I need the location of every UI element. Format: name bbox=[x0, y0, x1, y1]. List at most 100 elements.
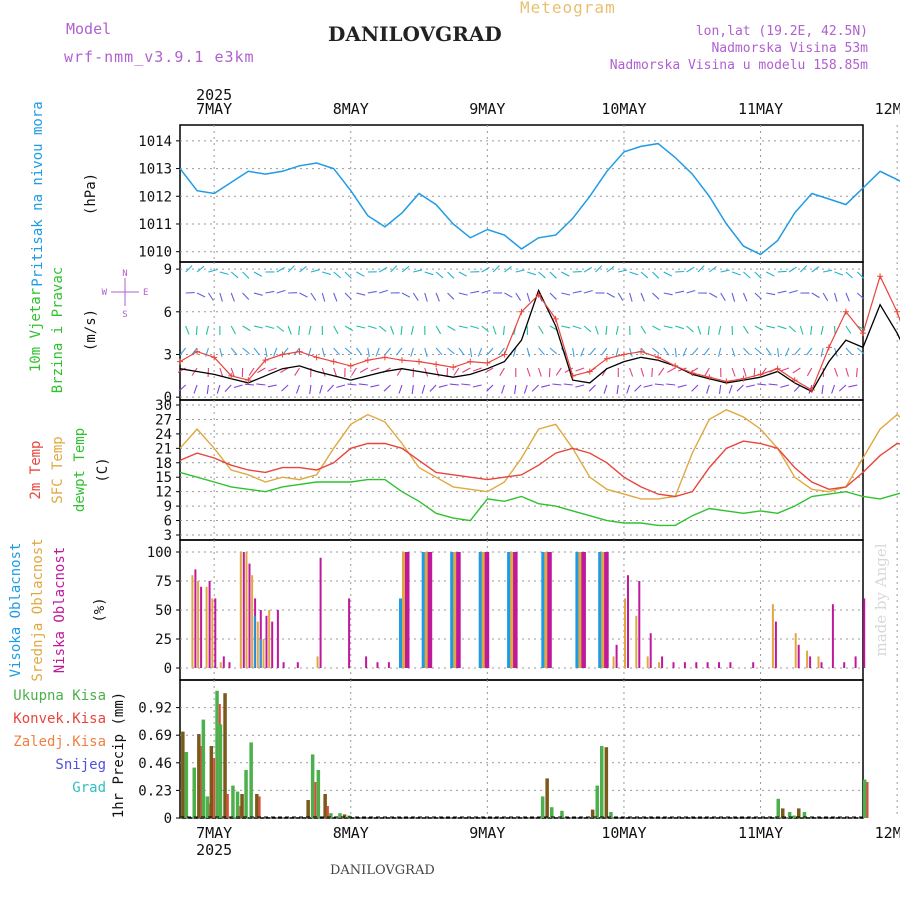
cloud-bar-pad bbox=[758, 552, 760, 668]
cloud-bar-pad bbox=[260, 552, 262, 668]
precip-conv-bar bbox=[866, 782, 869, 818]
wind-vector bbox=[195, 325, 198, 336]
wind-vector bbox=[731, 347, 736, 357]
cloud-bar bbox=[615, 644, 618, 668]
wind-vector bbox=[757, 383, 767, 386]
precip-total-bar bbox=[787, 812, 792, 818]
altitude: Nadmorska Visina 53m bbox=[711, 41, 868, 56]
wind-vector bbox=[674, 347, 677, 357]
day-label-top: 12MAY bbox=[875, 100, 900, 118]
pressure-tick-label: 1010 bbox=[138, 245, 172, 261]
precip-total-bar bbox=[600, 746, 604, 818]
wind-vector bbox=[793, 384, 801, 392]
wind-vector bbox=[810, 325, 813, 335]
wind-vector bbox=[616, 384, 619, 394]
wind-vector bbox=[447, 325, 456, 331]
day-label-bottom: 11MAY bbox=[738, 824, 783, 842]
wind-vector bbox=[799, 265, 808, 273]
wind-vector bbox=[709, 292, 718, 298]
wind-vector bbox=[663, 292, 673, 296]
cloud-bar-pad bbox=[506, 552, 508, 668]
wind-vector bbox=[811, 292, 820, 299]
wind-vector bbox=[595, 265, 603, 273]
temp-tick-label: 21 bbox=[155, 441, 172, 457]
cloud-bar bbox=[638, 581, 641, 668]
wind-vector bbox=[401, 292, 411, 298]
temp-tick-label: 27 bbox=[155, 412, 172, 428]
wind-vector bbox=[820, 347, 824, 357]
wind-vector bbox=[720, 292, 726, 301]
cloud-bar bbox=[683, 662, 686, 668]
cloud-bar bbox=[365, 656, 368, 668]
station-title: DANILOVGRAD bbox=[328, 22, 502, 46]
wind-gust-marker bbox=[791, 377, 798, 384]
wind-vector bbox=[703, 347, 710, 356]
wind-vector bbox=[470, 290, 480, 294]
wind-vector bbox=[552, 383, 562, 386]
precip-total-bar bbox=[197, 734, 201, 818]
pressure-axis-title: Pritisak na nivou mora bbox=[30, 101, 46, 286]
cloud-bar bbox=[478, 552, 484, 668]
cloud-bar bbox=[211, 598, 214, 668]
wind-speed-line bbox=[179, 288, 900, 393]
wind-vector bbox=[777, 290, 787, 294]
cloud-bar bbox=[661, 656, 664, 668]
wind-vector bbox=[492, 325, 497, 335]
wind-vector bbox=[634, 384, 642, 392]
wind-vector bbox=[299, 292, 308, 298]
precip-legend-item: Zaledj.Kisa bbox=[13, 734, 106, 750]
cloud-bar bbox=[601, 552, 606, 668]
wind-vector bbox=[504, 265, 512, 273]
wind-vector bbox=[447, 347, 455, 355]
wind-vector bbox=[486, 384, 494, 392]
wind-vector bbox=[499, 367, 505, 376]
wind-vector bbox=[856, 292, 865, 300]
wind-vector bbox=[697, 325, 702, 335]
wind-vector bbox=[253, 347, 260, 356]
wind-vector bbox=[549, 271, 557, 279]
wind-vector bbox=[481, 289, 491, 294]
wind-vector bbox=[308, 325, 312, 335]
precip-total-bar bbox=[310, 754, 315, 818]
cloud-bar bbox=[208, 581, 211, 668]
cloud-tick-label: 50 bbox=[155, 603, 172, 619]
precip-total-bar bbox=[802, 812, 807, 818]
wind-vector bbox=[207, 292, 214, 301]
cloud-bar bbox=[387, 662, 390, 668]
temp-tick-label: 18 bbox=[155, 456, 172, 472]
wind-vector bbox=[629, 292, 633, 302]
day-label-bottom: 12MAY bbox=[875, 824, 900, 842]
wind-vector bbox=[820, 325, 824, 335]
cloud-bar bbox=[191, 575, 194, 668]
wind-vector bbox=[177, 367, 186, 373]
wind-vector bbox=[205, 325, 209, 335]
wind-vector bbox=[561, 325, 571, 329]
cloud-bar-pad bbox=[419, 552, 421, 668]
wind-vector bbox=[219, 271, 229, 275]
wind-vector bbox=[219, 347, 223, 357]
cloud-bar bbox=[405, 552, 410, 668]
wind-vector bbox=[575, 384, 585, 388]
compass-e: E bbox=[143, 288, 148, 298]
wind-vector bbox=[295, 384, 301, 394]
wind-vector bbox=[336, 384, 346, 388]
precip-total-bar bbox=[560, 810, 564, 818]
wind-vector bbox=[743, 347, 750, 355]
wind-vector bbox=[663, 325, 673, 329]
wind-vector bbox=[230, 271, 239, 279]
precip-total-bar bbox=[590, 809, 595, 818]
wind-vector bbox=[589, 347, 596, 356]
wind-vector bbox=[652, 292, 660, 300]
wind-gust-marker bbox=[194, 348, 201, 355]
cloud-bar bbox=[262, 639, 265, 668]
temp-tick-label: 30 bbox=[155, 398, 172, 414]
cloud-bar bbox=[296, 662, 299, 668]
cloud-bar-pad bbox=[512, 552, 514, 668]
precip-total-bar bbox=[181, 731, 185, 818]
cloud-bar bbox=[456, 552, 461, 668]
wind-vector bbox=[805, 347, 813, 356]
cloud-bar bbox=[820, 662, 823, 668]
precip-total-bar bbox=[323, 794, 327, 818]
wind-vector bbox=[526, 347, 531, 357]
day-label-bottom: 7MAY bbox=[196, 824, 232, 842]
